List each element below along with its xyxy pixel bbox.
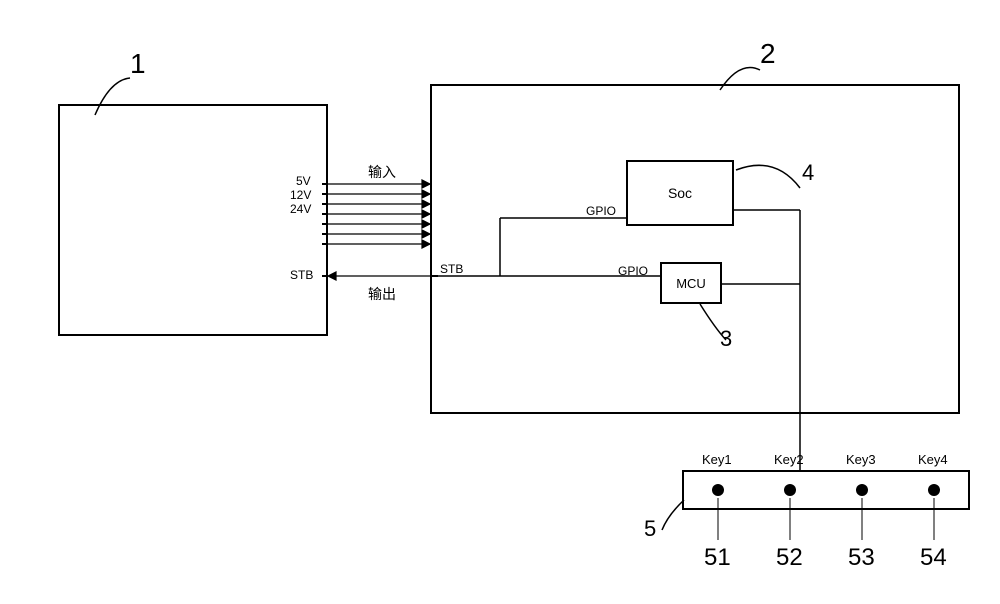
- soc-block: Soc: [626, 160, 734, 226]
- tick: [322, 183, 328, 185]
- key-panel: [682, 470, 970, 510]
- label-12v: 12V: [290, 188, 311, 202]
- block-2: [430, 84, 960, 414]
- key4-num: 54: [920, 544, 947, 572]
- key3-num: 53: [848, 544, 875, 572]
- callout-5: 5: [644, 516, 656, 542]
- callout-2: 2: [760, 38, 776, 70]
- key1-label: Key1: [702, 452, 732, 467]
- tick: [322, 233, 328, 235]
- label-stb-left: STB: [290, 268, 313, 282]
- tick: [322, 203, 328, 205]
- tick: [322, 223, 328, 225]
- mcu-label: MCU: [676, 276, 706, 291]
- label-input: 输入: [368, 162, 396, 182]
- key1-num: 51: [704, 544, 731, 572]
- label-5v: 5V: [296, 174, 311, 188]
- key2-label: Key2: [774, 452, 804, 467]
- callout-4: 4: [802, 160, 814, 186]
- key2-dot: [784, 484, 796, 496]
- key1-dot: [712, 484, 724, 496]
- tick: [322, 213, 328, 215]
- key2-num: 52: [776, 544, 803, 572]
- key3-dot: [856, 484, 868, 496]
- soc-label: Soc: [668, 185, 692, 201]
- tick: [322, 275, 328, 277]
- key4-dot: [928, 484, 940, 496]
- diagram-canvas: Soc MCU: [0, 0, 1000, 604]
- label-output: 输出: [368, 284, 396, 304]
- key3-label: Key3: [846, 452, 876, 467]
- label-24v: 24V: [290, 202, 311, 216]
- block-1: [58, 104, 328, 336]
- mcu-block: MCU: [660, 262, 722, 304]
- label-gpio-mcu: GPIO: [618, 264, 648, 278]
- callout-1: 1: [130, 48, 146, 80]
- label-gpio-soc: GPIO: [586, 204, 616, 218]
- key4-label: Key4: [918, 452, 948, 467]
- tick: [322, 243, 328, 245]
- label-stb-right: STB: [440, 262, 463, 276]
- tick: [322, 193, 328, 195]
- callout-3: 3: [720, 326, 732, 352]
